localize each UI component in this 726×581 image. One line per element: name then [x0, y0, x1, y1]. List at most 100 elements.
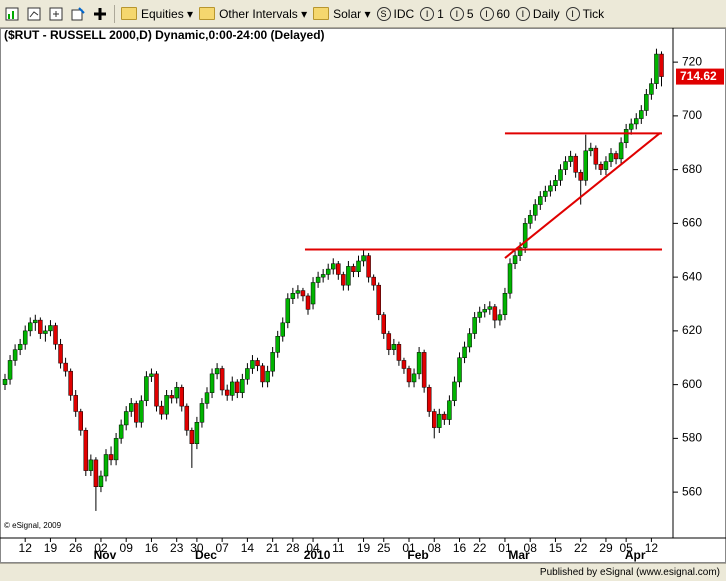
candle-body	[527, 215, 533, 224]
icon[interactable]	[70, 6, 86, 22]
button-label: 1	[437, 6, 444, 21]
candle-body	[73, 395, 78, 412]
candle-body	[442, 413, 447, 420]
toolbar: Equities ▾ Other Intervals ▾ Solar ▾ S ID…	[0, 0, 726, 28]
x-tick-label: 01	[402, 541, 416, 555]
y-tick-label: 620	[682, 323, 702, 337]
trend-line	[504, 132, 661, 259]
candle-body	[189, 430, 195, 444]
footer-text: Published by eSignal (www.esignal.com)	[539, 567, 720, 578]
candle-body	[462, 346, 467, 358]
x-tick-label: 29	[599, 541, 613, 555]
y-tick-label: 600	[682, 377, 702, 391]
candle-body	[497, 314, 503, 321]
month-label: Feb	[407, 548, 428, 562]
y-tick-label: 720	[682, 54, 702, 68]
candle-body	[452, 381, 457, 401]
candle-body	[558, 169, 563, 181]
candle-body	[103, 454, 109, 477]
candle-body	[644, 94, 649, 111]
x-tick-label: 30	[190, 541, 204, 555]
candle-body	[512, 255, 518, 264]
button-label: Tick	[582, 6, 605, 21]
candle-body	[144, 376, 149, 401]
candle-body	[285, 298, 291, 324]
candle-body	[209, 373, 215, 393]
candle-body	[134, 403, 139, 423]
symbol-button[interactable]: S IDC	[376, 6, 415, 21]
candle-body	[33, 319, 38, 324]
candle-body	[426, 387, 432, 412]
candle-body	[12, 349, 18, 361]
candle-body	[230, 381, 235, 396]
icon[interactable]	[26, 6, 42, 22]
candle-body	[351, 266, 356, 273]
candle-body	[563, 161, 568, 170]
candle-body	[164, 395, 169, 415]
candle-body	[477, 311, 482, 318]
x-tick-label: 28	[286, 541, 300, 555]
interval-button[interactable]: I 60	[479, 6, 510, 21]
candle-body	[341, 274, 346, 286]
candle-body	[548, 185, 553, 192]
candle-body	[159, 405, 164, 415]
candle-body	[53, 325, 58, 345]
candle-body	[149, 373, 154, 377]
candle-body	[58, 344, 63, 364]
candle-body	[214, 368, 220, 375]
candle-body	[48, 325, 53, 332]
month-label: Dec	[195, 548, 217, 562]
button-label: Daily	[532, 6, 560, 21]
x-tick-label: 22	[473, 541, 487, 555]
candle-body	[356, 260, 361, 273]
x-tick-label: 14	[241, 541, 255, 555]
x-tick-label: 19	[44, 541, 58, 555]
candle-body	[467, 333, 472, 348]
candle-body	[396, 344, 402, 361]
x-tick-label: 07	[215, 541, 229, 555]
interval-button[interactable]: I Tick	[565, 6, 605, 21]
add-button[interactable]	[92, 6, 108, 22]
candle-body	[315, 276, 321, 283]
menu-button[interactable]: Equities ▾	[121, 7, 193, 21]
menu-label: Other Intervals	[219, 6, 298, 21]
x-tick-label: 02	[94, 541, 108, 555]
candle-body	[88, 459, 94, 471]
icon[interactable]	[4, 6, 20, 22]
candle-body	[113, 438, 119, 461]
x-tick-label: 26	[69, 541, 83, 555]
candle-body	[654, 53, 659, 84]
candle-body	[553, 180, 558, 187]
candle-body	[507, 263, 513, 294]
y-tick-label: 700	[682, 108, 702, 122]
candle-body	[108, 454, 114, 461]
menu-button[interactable]: Other Intervals ▾	[199, 7, 307, 21]
icon[interactable]	[48, 6, 64, 22]
month-label: Nov	[94, 548, 117, 562]
candle-body	[472, 317, 477, 334]
interval-button[interactable]: I Daily	[515, 6, 560, 21]
candle-body	[250, 360, 255, 369]
candle-body	[482, 309, 487, 313]
candle-body	[98, 475, 104, 487]
candle-body	[613, 153, 619, 160]
candle-body	[194, 421, 200, 444]
candle-body	[17, 344, 23, 350]
last-price-label: 714.62	[680, 69, 717, 83]
candle-body	[386, 333, 392, 350]
candle-body	[533, 204, 538, 216]
candle-body	[623, 129, 629, 144]
menu-label: Solar	[333, 6, 362, 21]
menu-button[interactable]: Solar ▾	[313, 6, 371, 21]
candle-body	[639, 110, 644, 119]
candle-body	[2, 378, 8, 385]
candle-body	[179, 387, 184, 407]
candle-body	[634, 118, 639, 125]
x-tick-label: 22	[574, 541, 588, 555]
x-tick-label: 09	[120, 541, 134, 555]
button-label: IDC	[393, 6, 415, 21]
candle-body	[361, 255, 366, 262]
x-tick-label: 16	[145, 541, 159, 555]
